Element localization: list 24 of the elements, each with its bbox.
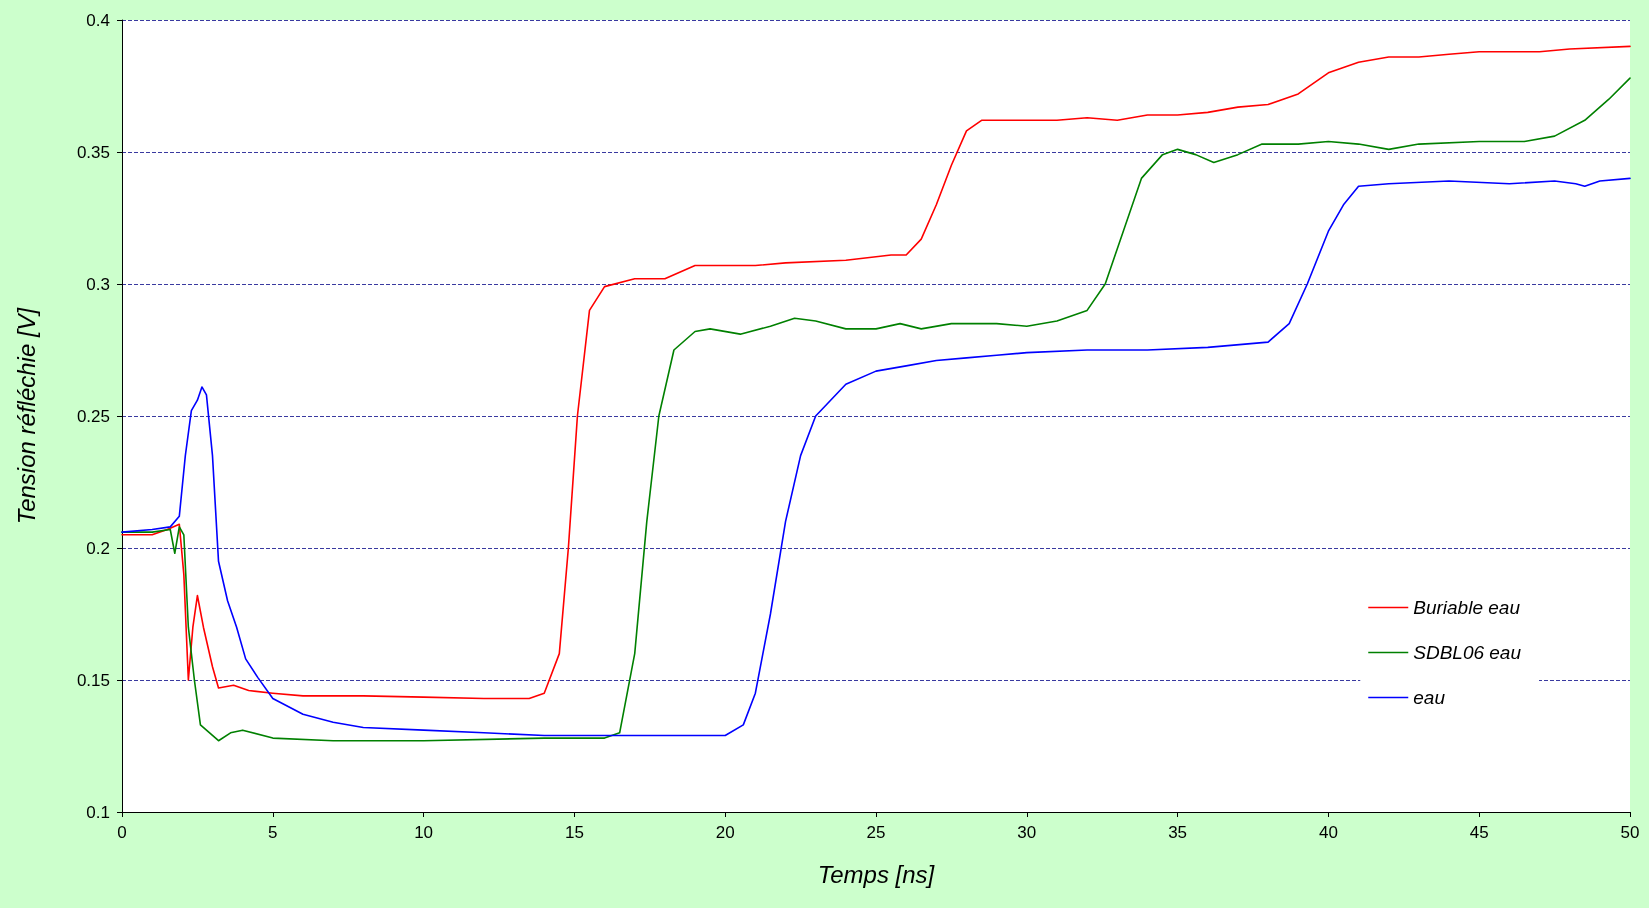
y-tick-label: 0.25	[76, 406, 110, 426]
x-tick-label: 10	[414, 823, 434, 842]
x-tick-label: 35	[1168, 823, 1188, 842]
y-tick-label: 0.3	[86, 274, 110, 294]
x-axis-title: Temps [ns]	[817, 860, 936, 888]
y-tick-label: 0.1	[86, 802, 110, 822]
x-tick-label: 45	[1469, 823, 1489, 842]
legend-label: SDBL06 eau	[1413, 642, 1522, 663]
x-tick-label: 5	[268, 823, 278, 842]
y-tick-label: 0.2	[86, 538, 110, 558]
x-tick-label: 50	[1620, 823, 1640, 842]
legend-label: Buriable eau	[1413, 597, 1521, 618]
x-tick-label: 30	[1017, 823, 1037, 842]
legend-label: eau	[1413, 687, 1446, 708]
y-tick-label: 0.4	[86, 10, 110, 30]
line-series	[121, 177, 1631, 737]
x-tick-label: 15	[564, 823, 584, 842]
x-tick-label: 0	[117, 823, 127, 842]
y-tick-label: 0.15	[76, 670, 110, 690]
x-tick-label: 40	[1318, 823, 1338, 842]
y-axis-title: Tension réfléchie [V]	[12, 306, 40, 525]
x-tick-label: 25	[866, 823, 886, 842]
y-tick-label: 0.35	[76, 142, 110, 162]
x-tick-label: 20	[715, 823, 735, 842]
